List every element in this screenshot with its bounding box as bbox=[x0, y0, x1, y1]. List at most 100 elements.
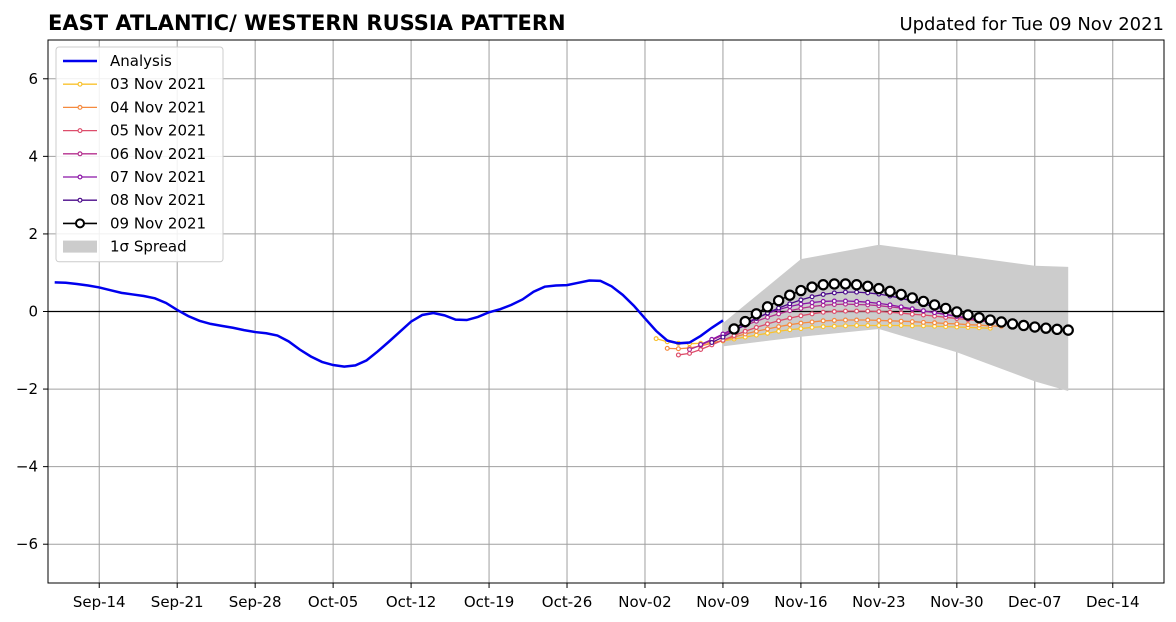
legend-marker bbox=[77, 197, 83, 203]
legend-marker bbox=[77, 151, 83, 157]
series-point bbox=[898, 318, 904, 324]
y-tick-label: −4 bbox=[16, 458, 38, 476]
series-point bbox=[1017, 319, 1030, 332]
series-point bbox=[1006, 318, 1019, 330]
x-tick-label: Dec-07 bbox=[1008, 593, 1062, 611]
series-point bbox=[820, 302, 826, 308]
chart-title: EAST ATLANTIC/ WESTERN RUSSIA PATTERN bbox=[48, 11, 566, 35]
series-point bbox=[787, 315, 793, 321]
series-point bbox=[750, 308, 763, 320]
series-point bbox=[809, 294, 815, 300]
series-group bbox=[54, 278, 1074, 368]
legend-label: Analysis bbox=[110, 52, 172, 70]
legend-box bbox=[55, 46, 224, 263]
series-point bbox=[831, 298, 837, 304]
series-point bbox=[917, 295, 930, 308]
series-point bbox=[798, 305, 804, 311]
series-point bbox=[909, 319, 915, 325]
series-point bbox=[820, 324, 826, 330]
series-point bbox=[842, 298, 848, 304]
series-point bbox=[898, 310, 904, 316]
series-point bbox=[973, 312, 985, 324]
series-point bbox=[909, 323, 915, 329]
legend-label: 08 Nov 2021 bbox=[110, 191, 206, 209]
series-point bbox=[761, 301, 774, 313]
series-point bbox=[842, 323, 848, 329]
series-point bbox=[954, 321, 960, 327]
series-point bbox=[809, 324, 815, 330]
series-point bbox=[865, 308, 871, 314]
series-point bbox=[698, 347, 704, 353]
series-point bbox=[876, 300, 882, 306]
series-point bbox=[876, 322, 882, 328]
series-point bbox=[809, 300, 815, 306]
series-point bbox=[865, 322, 871, 328]
series-point bbox=[932, 320, 938, 326]
series-point bbox=[928, 299, 941, 311]
series-point bbox=[842, 308, 848, 314]
y-tick-label: 4 bbox=[28, 147, 38, 165]
series-point bbox=[862, 280, 874, 292]
x-tick-label: Sep-28 bbox=[229, 593, 282, 611]
series-point bbox=[876, 309, 882, 315]
series-point bbox=[842, 289, 848, 295]
legend-swatch bbox=[63, 240, 97, 253]
series-point bbox=[795, 284, 807, 297]
series-point bbox=[909, 306, 915, 312]
series-point bbox=[1040, 322, 1052, 334]
series-point bbox=[798, 326, 804, 332]
series-point bbox=[951, 306, 963, 318]
series-point bbox=[887, 309, 893, 315]
series-point bbox=[798, 297, 804, 303]
y-axis: −6 −4 −2 0 2 4 6 bbox=[16, 70, 48, 553]
legend-label: 1σ Spread bbox=[110, 238, 187, 256]
series-point bbox=[720, 334, 726, 340]
chart-subtitle: Updated for Tue 09 Nov 2021 bbox=[899, 14, 1164, 35]
series-point bbox=[831, 323, 837, 329]
series-point bbox=[809, 303, 815, 309]
series-point bbox=[764, 326, 770, 332]
series-point bbox=[884, 285, 896, 298]
x-tick-label: Oct-12 bbox=[386, 593, 436, 611]
series-point bbox=[675, 352, 681, 358]
legend-marker bbox=[77, 104, 83, 110]
legend-label: 09 Nov 2021 bbox=[110, 214, 206, 232]
series-point bbox=[876, 317, 882, 323]
x-tick-label: Oct-19 bbox=[464, 593, 514, 611]
series-point bbox=[898, 304, 904, 310]
series-point bbox=[962, 309, 974, 321]
series-point bbox=[653, 336, 659, 342]
series-point bbox=[965, 322, 971, 328]
series-point bbox=[828, 278, 841, 290]
series-point bbox=[776, 318, 782, 324]
legend: Analysis 03 Nov 2021 04 Nov 2021 05 Nov 202… bbox=[55, 46, 224, 263]
series-point bbox=[776, 328, 782, 334]
series-point bbox=[940, 302, 952, 315]
legend-label: 04 Nov 2021 bbox=[110, 98, 206, 116]
series-point bbox=[806, 281, 818, 293]
series-point bbox=[895, 288, 907, 301]
series-point bbox=[854, 317, 860, 323]
series-point bbox=[820, 291, 826, 297]
series-point bbox=[976, 322, 982, 328]
x-axis: Sep-14 Sep-21 Sep-28 Oct-05 Oct-12 Oct-19 Oct-… bbox=[73, 583, 1140, 611]
legend-marker bbox=[75, 218, 85, 229]
series-point bbox=[943, 321, 949, 327]
series-6 bbox=[728, 278, 1074, 336]
analysis-line bbox=[54, 279, 724, 368]
series-point bbox=[753, 328, 759, 334]
series-point bbox=[798, 301, 804, 307]
series-point bbox=[887, 318, 893, 324]
series-point bbox=[850, 279, 863, 291]
y-tick-label: 2 bbox=[28, 225, 38, 243]
x-tick-label: Dec-14 bbox=[1086, 593, 1140, 611]
series-point bbox=[776, 311, 782, 317]
series-point bbox=[675, 346, 681, 352]
series-point bbox=[776, 324, 782, 330]
series-point bbox=[887, 322, 893, 328]
series-point bbox=[787, 308, 793, 314]
series-point bbox=[995, 316, 1008, 328]
series-point bbox=[854, 298, 860, 304]
series-point bbox=[1029, 321, 1041, 333]
series-point bbox=[887, 302, 893, 308]
